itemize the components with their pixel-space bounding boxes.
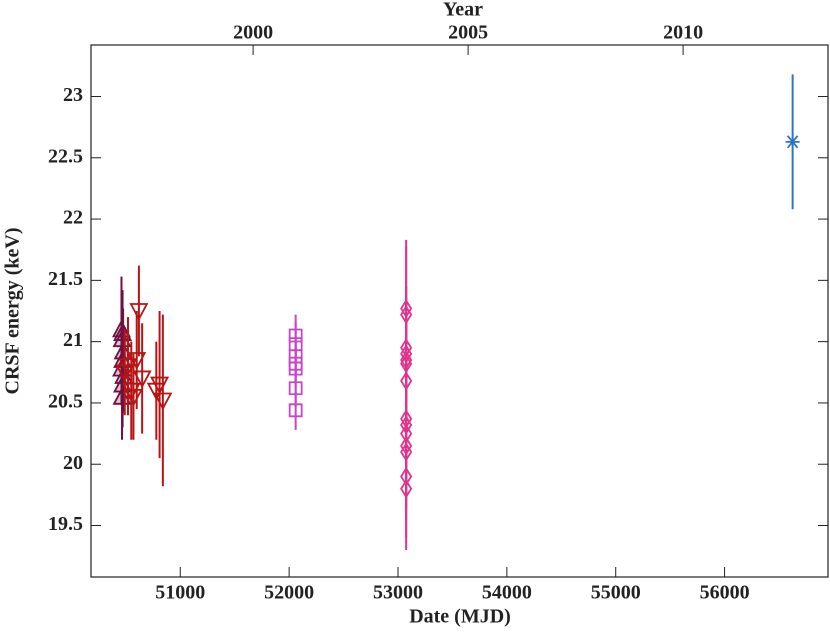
x2-tick-label: 2000 bbox=[233, 22, 273, 44]
x-tick-label: 55000 bbox=[591, 582, 641, 604]
data-point bbox=[400, 371, 413, 391]
data-point bbox=[400, 466, 413, 487]
data-point bbox=[400, 479, 413, 499]
data-point bbox=[153, 392, 173, 411]
data-point bbox=[121, 382, 141, 401]
y-tick-label: 21.5 bbox=[48, 268, 83, 290]
data-point bbox=[127, 352, 147, 370]
x2-tick-label: 2005 bbox=[448, 22, 488, 44]
data-point bbox=[112, 386, 132, 405]
x-tick-label: 56000 bbox=[700, 582, 750, 604]
y-tick-label: 23 bbox=[63, 84, 83, 106]
data-point bbox=[400, 304, 413, 325]
x-tick-label: 53000 bbox=[373, 582, 423, 604]
x2-tick-label: 2010 bbox=[663, 22, 703, 44]
data-point bbox=[400, 423, 413, 444]
data-point bbox=[400, 344, 413, 364]
data-point bbox=[400, 415, 413, 435]
data-point bbox=[400, 298, 413, 319]
y-axis-label: CRSF energy (keV) bbox=[2, 227, 24, 394]
data-point bbox=[400, 350, 413, 370]
x-tick-label: 52000 bbox=[264, 582, 314, 604]
x-tick-label: 54000 bbox=[482, 582, 532, 604]
data-point bbox=[288, 381, 303, 396]
data-point bbox=[400, 442, 413, 462]
data-point bbox=[785, 135, 800, 149]
x2-axis-label: Year bbox=[443, 0, 483, 21]
data-point bbox=[400, 436, 413, 456]
data-point bbox=[150, 376, 170, 395]
data-point bbox=[118, 358, 138, 377]
y-tick-label: 19.5 bbox=[48, 513, 83, 535]
data-point bbox=[288, 361, 303, 376]
data-point bbox=[288, 403, 303, 418]
y-tick-label: 21 bbox=[63, 329, 83, 351]
y-tick-label: 22.5 bbox=[48, 145, 83, 167]
data-point bbox=[123, 388, 143, 407]
y-tick-label: 20.5 bbox=[48, 391, 83, 413]
plot-frame bbox=[90, 44, 829, 578]
data-point bbox=[132, 370, 152, 389]
data-point bbox=[129, 303, 149, 321]
x-axis-label: Date (MJD) bbox=[409, 606, 511, 628]
y-tick-label: 20 bbox=[63, 452, 83, 474]
x-tick-label: 51000 bbox=[155, 582, 205, 604]
y-tick-label: 22 bbox=[63, 207, 83, 229]
